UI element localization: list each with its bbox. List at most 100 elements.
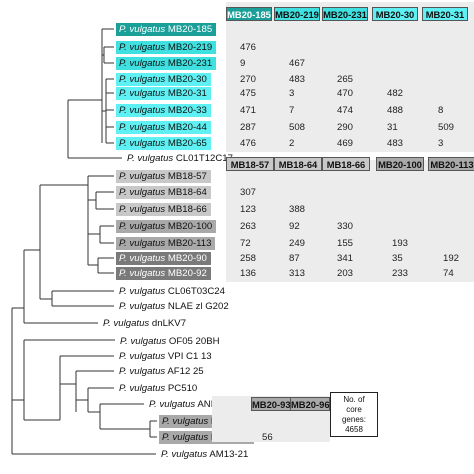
- note-line-4: 4658: [345, 425, 363, 434]
- leaf-label: P. vulgatus MB18-64: [116, 186, 211, 199]
- teal-table-cell: 482: [387, 88, 404, 99]
- leaf-label: P. vulgatus MB20-219: [116, 41, 217, 54]
- strain-name: CL01T12C17: [173, 153, 233, 164]
- teal-table-cell: 470: [337, 88, 354, 99]
- strain-name: MB18-57: [165, 171, 207, 182]
- strain-name: MB20-90: [165, 253, 207, 264]
- teal-table-cell: [337, 41, 377, 54]
- gray-table-cell: 74: [443, 268, 454, 279]
- species-name: P. vulgatus: [119, 42, 166, 53]
- strain-name: PC510: [165, 383, 198, 394]
- leaf-label: P. vulgatus MB20-185: [116, 23, 217, 36]
- teal-table-cell: 265: [337, 74, 354, 85]
- gray-table-cell: [392, 220, 432, 233]
- gray-table-header: MB18-57: [226, 157, 274, 171]
- species-name: P. vulgatus: [119, 88, 166, 99]
- gray-table-cell: 258: [240, 253, 257, 264]
- species-name: P. vulgatus: [119, 366, 166, 377]
- species-name: P. vulgatus: [119, 221, 166, 232]
- leaf-label: P. vulgatus MB20-65: [116, 137, 211, 150]
- teal-table-cell: 474: [337, 105, 354, 116]
- teal-table-header: MB20-185: [226, 7, 272, 21]
- species-name: P. vulgatus: [127, 153, 174, 164]
- teal-table-cell: 476: [240, 42, 257, 53]
- teal-table-cell: 3: [289, 88, 295, 99]
- strain-name: MB20-65: [165, 138, 207, 149]
- leaf-label: P. vulgatus MB18-66: [116, 203, 211, 216]
- gray-table-header: MB18-64: [274, 157, 322, 171]
- gray-table-cell: 72: [240, 238, 251, 249]
- strain-name: MB20-231: [165, 58, 213, 69]
- gray-table-cell: [443, 237, 474, 250]
- species-name: P. vulgatus: [119, 253, 166, 264]
- gray-table-header: MB20-100: [376, 157, 424, 171]
- note-line-3: genes:: [341, 415, 367, 424]
- species-name: P. vulgatus: [119, 351, 166, 362]
- gray-table-cell: 330: [337, 221, 354, 232]
- leaf-label: P. vulgatus MB20-90: [116, 252, 211, 265]
- leaf-label: P. vulgatus AF12 25: [116, 365, 208, 378]
- strain-name: MB20-33: [165, 105, 207, 116]
- species-name: P. vulgatus: [119, 383, 166, 394]
- strain-name: OF05 20BH: [166, 336, 220, 347]
- gray-table-header: MB20-113: [428, 157, 474, 171]
- strain-name: MB20-44: [165, 122, 207, 133]
- species-name: P. vulgatus: [119, 204, 166, 215]
- leaf-label: P. vulgatus PC510: [116, 382, 201, 395]
- teal-table-cell: 31: [387, 122, 398, 133]
- strain-name: MB20-92: [165, 268, 207, 279]
- leaf-label: P. vulgatus MB20-100: [116, 220, 217, 233]
- species-name: P. vulgatus: [119, 301, 166, 312]
- teal-table-cell: 483: [289, 74, 306, 85]
- gray-table-cell: 313: [289, 268, 306, 279]
- gray-table-cell: 35: [392, 253, 403, 264]
- strain-name: NLAE zl G202: [165, 301, 229, 312]
- teal-table-cell: 467: [289, 58, 306, 69]
- teal-table-cell: 8: [438, 105, 444, 116]
- table-gray-background: [226, 160, 474, 282]
- teal-table-header: MB20-219: [274, 7, 320, 21]
- teal-table-cell: 270: [240, 74, 257, 85]
- gray-table-cell: [392, 186, 432, 199]
- gray-table-cell: [392, 203, 432, 216]
- teal-table-cell: [337, 57, 377, 70]
- species-name: P. vulgatus: [119, 171, 166, 182]
- gray-table-cell: 192: [443, 253, 460, 264]
- gray-table-cell: 92: [289, 221, 300, 232]
- species-name: P. vulgatus: [103, 318, 150, 329]
- leaf-label: P. vulgatus CL06T03C24: [116, 285, 229, 298]
- leaf-label: P. vulgatus MB20-33: [116, 104, 211, 117]
- table-teal-background: [226, 2, 474, 152]
- small-table-cell: 56: [262, 432, 273, 443]
- teal-table-cell: [438, 57, 474, 70]
- leaf-label: P. vulgatus MB20-44: [116, 121, 211, 134]
- gray-table-cell: 341: [337, 253, 354, 264]
- teal-table-header: MB20-30: [372, 7, 418, 21]
- teal-table-cell: [438, 41, 474, 54]
- leaf-label: P. vulgatus MB20-30: [116, 73, 211, 86]
- leaf-label: P. vulgatus MB20-31: [116, 87, 211, 100]
- teal-table-cell: 475: [240, 88, 257, 99]
- species-name: P. vulgatus: [119, 187, 166, 198]
- strain-name: VPI C1 13: [165, 351, 212, 362]
- teal-table-cell: 508: [289, 122, 306, 133]
- species-name: P. vulgatus: [162, 416, 209, 427]
- note-line-1: No. of: [343, 395, 365, 404]
- gray-table-cell: 249: [289, 238, 306, 249]
- leaf-label: P. vulgatus AM13-21: [158, 448, 252, 461]
- note-line-2: core: [346, 405, 362, 414]
- gray-table-cell: 233: [392, 268, 409, 279]
- gray-table-header: MB18-66: [322, 157, 370, 171]
- species-name: P. vulgatus: [119, 286, 166, 297]
- leaf-label: P. vulgatus NLAE zl G202: [116, 300, 233, 313]
- strain-name: AM13-21: [207, 449, 249, 460]
- teal-table-cell: [387, 57, 427, 70]
- strain-name: MB20-219: [165, 42, 213, 53]
- teal-table-cell: 509: [438, 122, 455, 133]
- strain-name: MB20-31: [165, 88, 207, 99]
- species-name: P. vulgatus: [119, 74, 166, 85]
- teal-table-cell: 3: [438, 138, 444, 149]
- gray-table-cell: [289, 186, 329, 199]
- teal-table-cell: 287: [240, 122, 257, 133]
- teal-table-cell: 2: [289, 138, 295, 149]
